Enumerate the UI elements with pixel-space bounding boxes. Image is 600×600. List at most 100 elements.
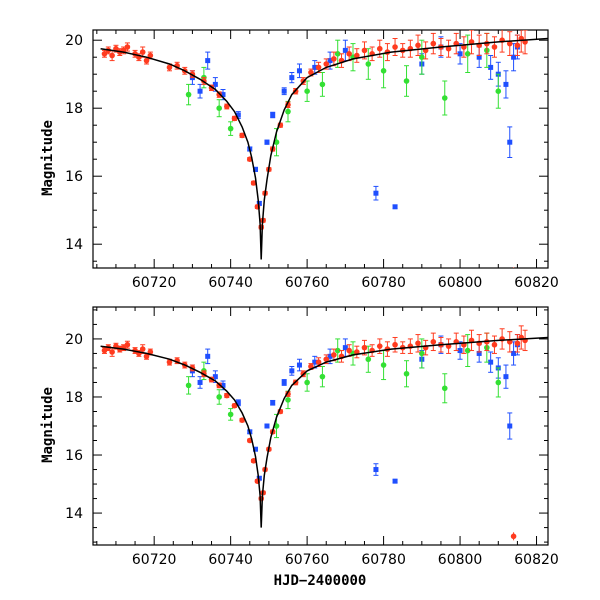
data-point <box>491 44 498 50</box>
data-point <box>342 47 348 53</box>
data-point <box>235 112 241 118</box>
data-point <box>250 458 257 464</box>
data-point <box>101 347 108 354</box>
data-point <box>376 45 383 52</box>
data-point <box>216 394 222 400</box>
y-axis-label-top: Magnitude <box>40 120 56 196</box>
data-point <box>212 81 218 87</box>
data-point <box>476 54 482 60</box>
data-point <box>392 204 398 210</box>
data-point <box>419 350 425 357</box>
data-point <box>216 91 222 98</box>
data-point <box>239 132 245 139</box>
data-point <box>185 382 192 389</box>
data-point <box>327 58 333 64</box>
data-point <box>441 95 448 101</box>
data-point <box>464 347 471 354</box>
data-point <box>511 54 517 60</box>
data-point <box>488 359 494 365</box>
data-point <box>139 346 146 352</box>
data-point <box>239 417 245 423</box>
data-point <box>289 368 295 374</box>
x-tick-label: 60800 <box>438 552 483 568</box>
data-point <box>256 475 262 481</box>
data-point <box>346 51 352 57</box>
data-point <box>464 51 471 57</box>
data-point <box>430 40 437 47</box>
data-point <box>511 350 517 356</box>
y-tick-label: 14 <box>65 237 83 253</box>
data-point <box>270 400 276 406</box>
plot-marks <box>100 325 548 541</box>
data-point <box>392 478 398 484</box>
data-point <box>308 69 314 76</box>
data-point <box>514 340 521 347</box>
data-point <box>503 374 509 380</box>
data-point <box>231 115 238 122</box>
data-point <box>323 356 330 363</box>
data-point <box>312 359 318 365</box>
data-point <box>495 379 502 386</box>
data-point <box>124 44 131 50</box>
data-point <box>457 51 463 57</box>
data-point <box>503 81 509 87</box>
y-tick-label: 14 <box>65 506 83 522</box>
x-tick-label: 60780 <box>361 552 406 568</box>
data-point <box>380 362 387 368</box>
y-tick-label: 20 <box>65 332 83 348</box>
data-point <box>507 423 513 429</box>
data-point <box>212 374 218 380</box>
data-point <box>507 139 513 145</box>
data-point <box>468 39 475 45</box>
data-point <box>304 379 310 386</box>
y-tick-label: 18 <box>65 390 83 406</box>
x-tick-label: 60760 <box>285 552 330 568</box>
data-point <box>441 385 448 392</box>
data-point <box>476 350 482 356</box>
data-point <box>319 373 326 380</box>
x-tick-label: 60820 <box>514 275 559 291</box>
data-point <box>510 533 517 540</box>
x-tick-label: 60800 <box>438 275 483 291</box>
data-point <box>511 269 517 275</box>
data-point <box>296 68 302 74</box>
data-point <box>166 359 173 365</box>
data-point <box>281 88 287 94</box>
data-point <box>331 56 337 62</box>
data-point <box>124 341 131 348</box>
data-point <box>312 64 318 70</box>
data-point <box>109 349 115 355</box>
data-point <box>323 61 330 67</box>
data-point <box>264 139 270 145</box>
data-point <box>205 58 211 64</box>
model-curve <box>100 37 548 260</box>
data-point <box>415 42 421 49</box>
data-point <box>392 341 398 348</box>
data-point <box>296 362 302 368</box>
data-point <box>224 103 230 110</box>
data-point <box>346 347 352 354</box>
top-panel: 60720 60740 60760 60780 60800 60820 14 16 18 20 <box>65 29 559 291</box>
data-point <box>147 52 154 59</box>
data-point <box>506 40 513 47</box>
data-point <box>109 52 115 59</box>
data-point <box>403 370 410 377</box>
data-point <box>231 402 238 409</box>
data-point <box>256 200 262 206</box>
data-point <box>319 81 326 88</box>
data-point <box>216 105 222 111</box>
data-point <box>258 224 265 230</box>
data-point <box>220 382 226 388</box>
data-point <box>354 52 360 59</box>
data-point <box>197 88 203 94</box>
data-point <box>205 353 211 359</box>
data-point <box>285 397 291 403</box>
data-point <box>361 47 368 54</box>
data-point <box>253 166 258 172</box>
x-tick-label: 60760 <box>285 275 330 291</box>
data-point <box>392 44 398 50</box>
x-tick-label: 60720 <box>132 275 177 291</box>
data-point <box>285 108 291 115</box>
data-point <box>380 68 387 74</box>
